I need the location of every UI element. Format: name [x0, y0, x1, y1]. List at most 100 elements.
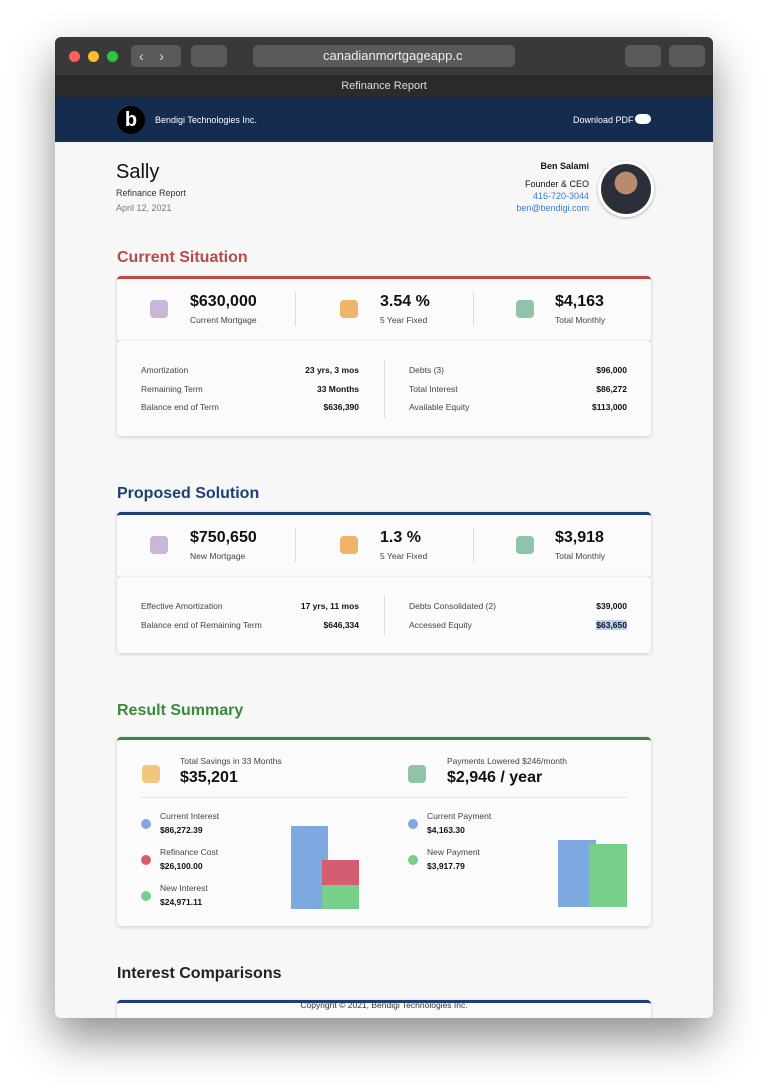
summary-value: $2,946 / year: [447, 769, 543, 786]
stat-value: $750,650: [190, 529, 257, 546]
section-heading: Interest Comparisons: [117, 965, 282, 982]
detail-value: $63,650: [596, 619, 627, 630]
section-heading: Proposed Solution: [117, 485, 260, 502]
divider: [141, 797, 628, 798]
summary-caption: Payments Lowered $246/month: [447, 756, 568, 766]
detail-label: Effective Amortization: [141, 601, 223, 611]
stat-label: Total Monthly: [555, 551, 606, 561]
detail-label: Available Equity: [409, 402, 470, 412]
bar: [322, 885, 359, 909]
detail-label: Accessed Equity: [409, 619, 472, 630]
legend-dot: [141, 855, 151, 865]
stat-label: Total Monthly: [555, 315, 606, 325]
legend-dot: [141, 891, 151, 901]
close-button[interactable]: [69, 51, 80, 62]
nav-bar: [55, 97, 713, 142]
icon: [142, 765, 160, 783]
detail-label: Debts Consolidated (2): [409, 601, 496, 611]
detail-value: 23 yrs, 3 mos: [305, 365, 359, 375]
item-value: $26,100.00: [160, 861, 203, 871]
advisor-photo: [598, 161, 654, 217]
stat-label: New Mortgage: [190, 551, 246, 561]
advisor-email[interactable]: ben@bendigi.com: [516, 203, 589, 213]
detail-label: Balance end of Remaining Term: [141, 619, 262, 630]
icon: [150, 536, 168, 554]
download-pdf[interactable]: Download PDF: [573, 115, 634, 125]
company-name: Bendigi Technologies Inc.: [155, 115, 257, 125]
summary-value: $35,201: [180, 769, 238, 786]
stat-label: 5 Year Fixed: [380, 551, 428, 561]
detail-label: Remaining Term: [141, 383, 203, 394]
item-value: $86,272.39: [160, 825, 203, 835]
advisor-title: Founder & CEO: [524, 179, 589, 189]
bar: [589, 844, 627, 907]
stat-value: 1.3 %: [380, 529, 421, 546]
icon: [150, 300, 168, 318]
section-heading: Current Situation: [117, 249, 248, 266]
share-button[interactable]: [625, 45, 661, 67]
section-heading: Result Summary: [117, 702, 244, 719]
zoom-button[interactable]: [107, 51, 118, 62]
detail-value: 17 yrs, 11 mos: [300, 601, 359, 611]
icon: [340, 536, 358, 554]
stat-value: 3.54 %: [380, 293, 430, 310]
icon: [516, 300, 534, 318]
stats-card: [117, 512, 651, 577]
client-name: Sally: [116, 161, 160, 183]
item-label: Current Payment: [427, 811, 492, 821]
advisor-phone[interactable]: 416-720-3044: [532, 191, 589, 201]
back-forward[interactable]: ‹ ›: [131, 45, 181, 67]
item-value: $4,163.30: [427, 825, 465, 835]
summary-caption: Total Savings in 33 Months: [180, 756, 282, 766]
detail-label: Total Interest: [409, 383, 458, 394]
bar: [322, 860, 359, 885]
detail-label: Balance end of Term: [141, 402, 219, 412]
legend-dot: [141, 819, 151, 829]
stat-value: $630,000: [190, 293, 257, 310]
browser-window: ‹ › canadianmortgageapp.c Refinance Repo…: [55, 37, 713, 1018]
minimize-button[interactable]: [88, 51, 99, 62]
item-label: New Payment: [427, 847, 480, 857]
legend-dot: [408, 855, 418, 865]
detail-label: Amortization: [141, 365, 189, 375]
divider: [473, 292, 474, 326]
advisor-name: Ben Salami: [540, 161, 589, 171]
url: canadianmortgageapp.c: [323, 48, 463, 63]
tabs-button[interactable]: [669, 45, 705, 67]
divider: [384, 595, 385, 635]
detail-value: $86,272: [596, 383, 627, 394]
item-label: Refinance Cost: [160, 847, 219, 857]
icon: [516, 536, 534, 554]
stat-value: $4,163: [555, 293, 604, 310]
stat-label: 5 Year Fixed: [380, 315, 428, 325]
divider: [473, 528, 474, 562]
bar: [291, 826, 328, 909]
tab[interactable]: Refinance Report: [55, 75, 713, 97]
address-bar[interactable]: [253, 45, 515, 67]
sidebar-button[interactable]: [191, 45, 227, 67]
comparison-card: [117, 1000, 651, 1018]
item-label: Current Interest: [160, 811, 220, 821]
stats-card: [117, 276, 651, 341]
cloud-icon[interactable]: [635, 114, 651, 124]
detail-value: $113,000: [592, 402, 627, 412]
legend-dot: [408, 819, 418, 829]
item-value: $24,971.11: [160, 897, 203, 907]
stat-value: $3,918: [555, 529, 604, 546]
divider: [295, 528, 296, 562]
detail-label: Debts (3): [409, 365, 444, 375]
divider: [384, 359, 385, 418]
detail-value: $646,334: [323, 619, 359, 630]
footer: Copyright © 2021, Bendigi Technologies I…: [300, 1000, 468, 1010]
icon: [340, 300, 358, 318]
detail-value: $636,390: [323, 402, 359, 412]
icon: [408, 765, 426, 783]
item-value: $3,917.79: [427, 861, 465, 871]
detail-value: 33 Months: [316, 383, 359, 394]
detail-value: $96,000: [596, 365, 627, 375]
logo[interactable]: b: [117, 106, 145, 134]
report-type: Refinance Report: [116, 188, 187, 198]
detail-value: $39,000: [596, 601, 627, 611]
report-date: April 12, 2021: [116, 203, 172, 213]
